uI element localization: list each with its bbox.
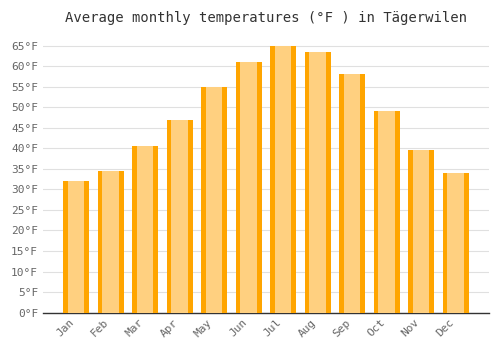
Bar [374, 111, 378, 313]
Bar [154, 146, 158, 313]
Bar [339, 74, 344, 313]
Bar [98, 171, 102, 313]
Bar [132, 146, 137, 313]
Bar [236, 62, 240, 313]
Bar [166, 119, 192, 313]
Bar [270, 46, 275, 313]
Bar [339, 74, 365, 313]
Title: Average monthly temperatures (°F ) in Tägerwilen: Average monthly temperatures (°F ) in Tä… [65, 11, 467, 25]
Bar [304, 52, 310, 313]
Bar [84, 181, 89, 313]
Bar [222, 87, 227, 313]
Bar [166, 119, 172, 313]
Bar [188, 119, 192, 313]
Bar [395, 111, 400, 313]
Bar [442, 173, 448, 313]
Bar [326, 52, 330, 313]
Bar [408, 150, 434, 313]
Bar [201, 87, 227, 313]
Bar [63, 181, 89, 313]
Bar [464, 173, 468, 313]
Bar [257, 62, 262, 313]
Bar [360, 74, 365, 313]
Bar [236, 62, 262, 313]
Bar [442, 173, 468, 313]
Bar [119, 171, 124, 313]
Bar [98, 171, 124, 313]
Bar [201, 87, 206, 313]
Bar [292, 46, 296, 313]
Bar [304, 52, 330, 313]
Bar [374, 111, 400, 313]
Bar [430, 150, 434, 313]
Bar [63, 181, 68, 313]
Bar [132, 146, 158, 313]
Bar [408, 150, 413, 313]
Bar [270, 46, 296, 313]
